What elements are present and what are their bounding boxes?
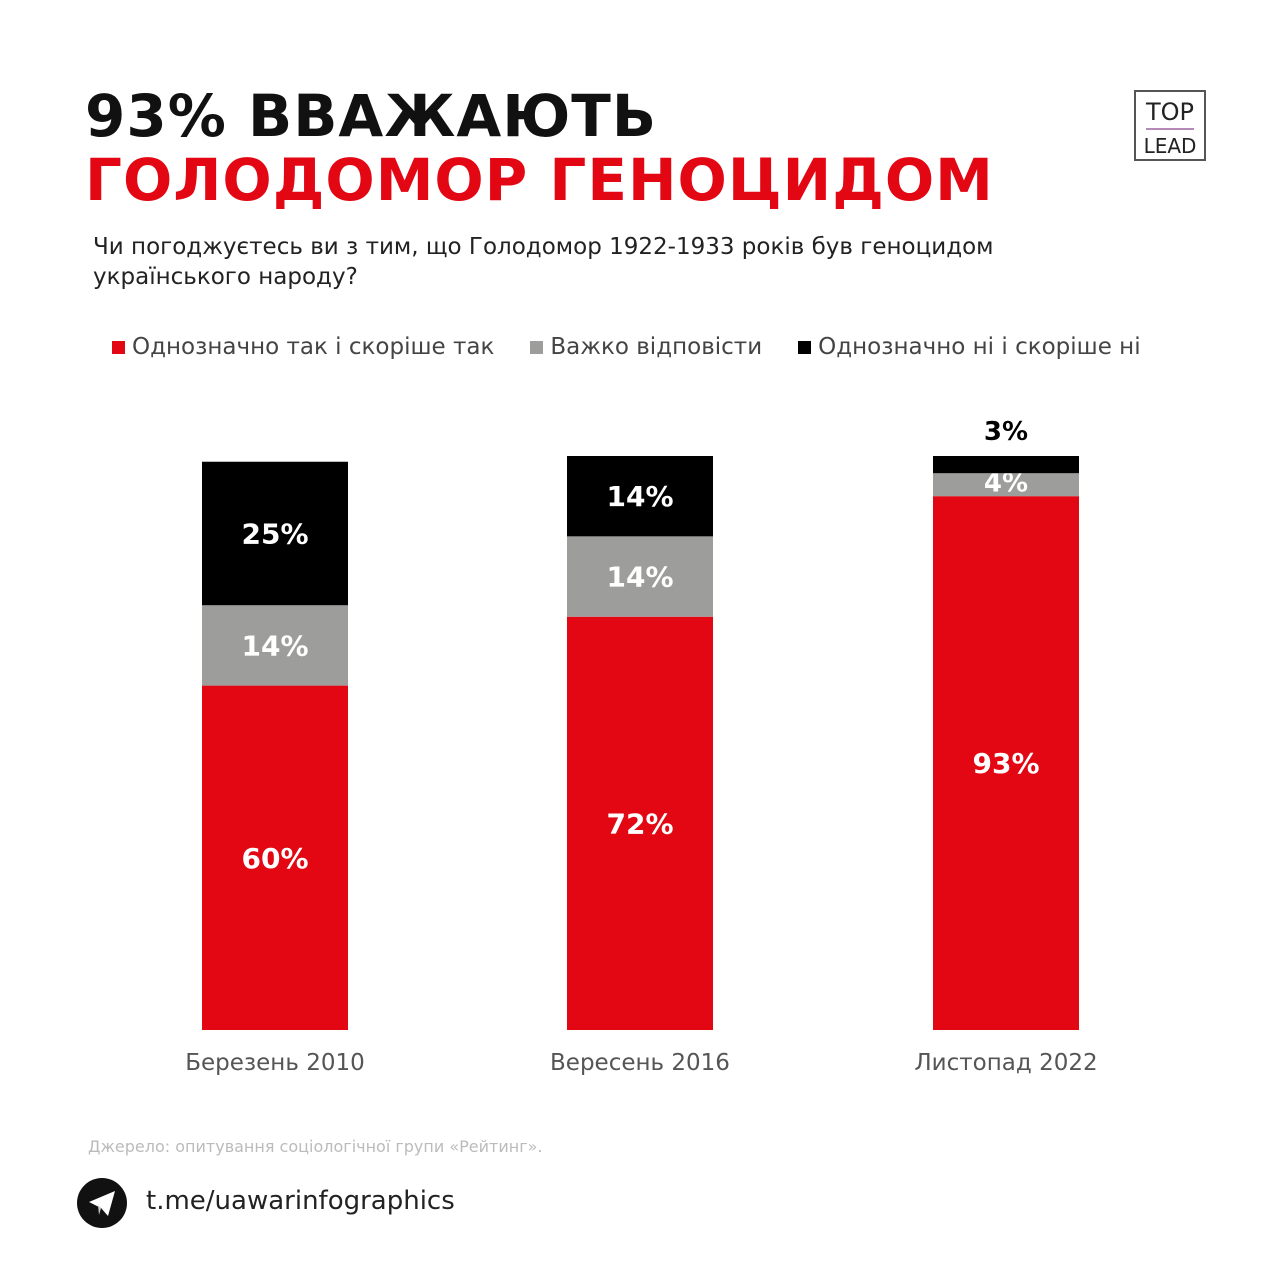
data-label: 3% [984, 417, 1028, 447]
data-label: 14% [241, 629, 308, 662]
legend-swatch [112, 340, 125, 354]
title-line-1: 93% ВВАЖАЮТЬ [85, 82, 658, 150]
logo-bottom: LEAD [1143, 134, 1197, 158]
x-tick-label: Вересень 2016 [550, 1050, 730, 1076]
legend-item-yes: Однозначно так і скоріше так [112, 334, 494, 360]
top-lead-logo: TOP LEAD [1134, 90, 1206, 161]
data-label: 72% [606, 807, 673, 840]
bar-segment [933, 456, 1079, 474]
data-label: 4% [984, 469, 1028, 499]
bar-segment [933, 496, 1079, 1030]
legend-label: Однозначно так і скоріше так [132, 334, 495, 360]
source-note: Джерело: опитування соціологічної групи … [88, 1137, 543, 1156]
bar-segment [567, 456, 713, 537]
x-tick-label: Листопад 2022 [914, 1050, 1097, 1076]
bar-segment [933, 473, 1079, 497]
legend-item-unsure: Важко відповісти [530, 334, 762, 360]
bar-segment [567, 616, 713, 1030]
bar-segment [567, 536, 713, 617]
x-tick-label: Березень 2010 [185, 1050, 365, 1076]
telegram-icon[interactable] [77, 1178, 127, 1228]
telegram-link[interactable]: t.me/uawarinfographics [146, 1186, 455, 1216]
legend-label: Однозначно ні і скоріше ні [818, 334, 1141, 360]
data-label: 14% [606, 561, 673, 594]
data-label: 60% [241, 842, 308, 875]
legend-label: Важко відповісти [550, 334, 763, 360]
legend-item-no: Однозначно ні і скоріше ні [798, 334, 1141, 360]
bar-segment [202, 685, 348, 1030]
data-label: 14% [606, 480, 673, 513]
question-text: Чи погоджуєтесь ви з тим, що Голодомор 1… [93, 234, 994, 290]
legend: Однозначно так і скоріше так Важко відпо… [112, 334, 1177, 360]
data-label: 93% [972, 747, 1039, 780]
data-label: 25% [241, 517, 308, 550]
legend-swatch [798, 340, 812, 354]
title-line-2: ГОЛОДОМОР ГЕНОЦИДОМ [85, 146, 994, 214]
legend-swatch [530, 340, 544, 354]
bar-segment [202, 461, 348, 606]
logo-top: TOP [1145, 98, 1195, 126]
logo-divider [1146, 128, 1194, 130]
bar-segment [202, 605, 348, 686]
